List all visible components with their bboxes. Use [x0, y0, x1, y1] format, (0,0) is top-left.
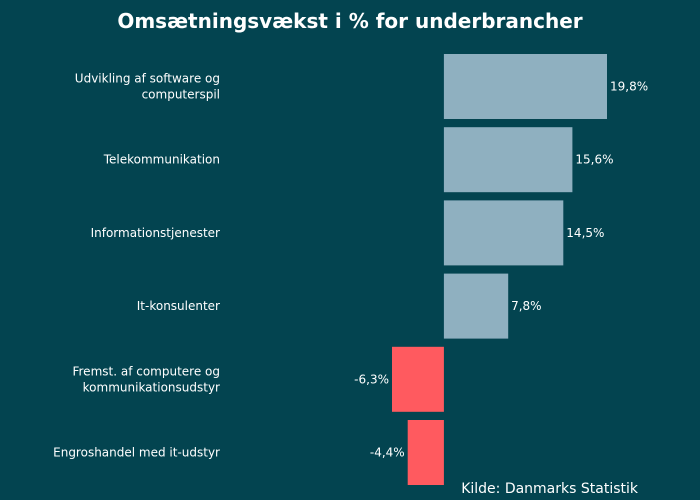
chart-title: Omsætningsvækst i % for underbrancher	[117, 9, 582, 33]
bar-2	[443, 200, 564, 266]
category-label-0: Udvikling af software og computerspil	[75, 72, 220, 102]
category-label-2-line-0: Informationstjenester	[91, 226, 220, 240]
category-label-5-line-0: Engroshandel med it-udstyr	[53, 446, 220, 460]
bar-3	[443, 273, 509, 339]
value-label-4: -6,3%	[354, 372, 389, 386]
value-label-1: 15,6%	[575, 153, 613, 167]
value-label-3: 7,8%	[511, 299, 541, 313]
category-label-0-line-0: Udvikling af software og	[75, 72, 220, 86]
category-label-3: It-konsulenter	[137, 299, 220, 313]
bar-5	[407, 420, 444, 485]
value-label-0: 19,8%	[610, 80, 648, 94]
bar-1	[443, 127, 573, 193]
category-label-4-line-0: Fremst. af computere og	[72, 364, 220, 378]
category-label-4: Fremst. af computere og kommunikationsuds…	[72, 364, 220, 394]
value-label-2: 14,5%	[566, 226, 604, 240]
bar-0	[443, 54, 607, 119]
category-label-1: Telekommunikation	[103, 153, 220, 167]
category-label-0-line-1: computerspil	[142, 88, 220, 102]
bars-group: 19,8% Udvikling af software og computerspi…	[53, 54, 648, 485]
category-label-4-line-1: kommunikationsudstyr	[83, 380, 220, 394]
category-label-2: Informationstjenester	[91, 226, 220, 240]
category-label-1-line-0: Telekommunikation	[103, 153, 220, 167]
category-label-3-line-0: It-konsulenter	[137, 299, 220, 313]
category-label-5: Engroshandel med it-udstyr	[53, 446, 220, 460]
value-label-5: -4,4%	[370, 446, 405, 460]
bar-4	[392, 346, 444, 412]
source-note: Kilde: Danmarks Statistik	[461, 481, 639, 497]
